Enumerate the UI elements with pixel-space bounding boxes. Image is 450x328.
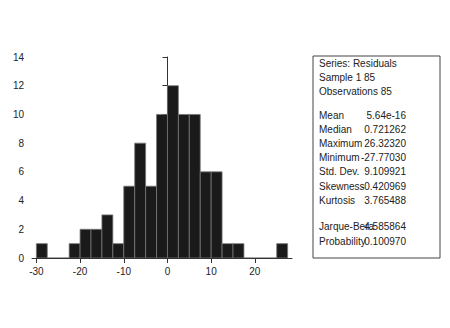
svg-text:0.721262: 0.721262 xyxy=(364,124,406,135)
svg-text:20: 20 xyxy=(249,266,261,277)
svg-text:Sample 1 85: Sample 1 85 xyxy=(319,72,376,83)
svg-text:9.109921: 9.109921 xyxy=(364,166,406,177)
svg-text:10: 10 xyxy=(13,109,25,120)
svg-text:Std. Dev.: Std. Dev. xyxy=(319,166,359,177)
svg-text:Skewness: Skewness xyxy=(319,181,365,192)
svg-text:0: 0 xyxy=(18,253,24,264)
svg-text:6: 6 xyxy=(18,166,24,177)
svg-text:26.32320: 26.32320 xyxy=(364,138,406,149)
svg-text:Jarque-Bera: Jarque-Bera xyxy=(319,220,374,232)
svg-text:Series: Residuals: Series: Residuals xyxy=(319,58,397,69)
svg-text:Probability: Probability xyxy=(319,236,366,247)
svg-text:-30: -30 xyxy=(29,266,44,277)
svg-text:Mean: Mean xyxy=(319,110,344,121)
svg-text:Minimum: Minimum xyxy=(319,152,360,163)
svg-text:4: 4 xyxy=(18,195,24,206)
svg-text:4.585864: 4.585864 xyxy=(364,221,406,232)
svg-text:-20: -20 xyxy=(73,266,88,277)
svg-text:-27.77030: -27.77030 xyxy=(361,152,406,163)
svg-text:Observations 85: Observations 85 xyxy=(319,86,392,97)
svg-text:0.100970: 0.100970 xyxy=(364,236,406,247)
svg-text:2: 2 xyxy=(18,224,24,235)
svg-text:5.64e-16: 5.64e-16 xyxy=(367,110,407,121)
svg-text:14: 14 xyxy=(13,52,25,63)
svg-text:0: 0 xyxy=(165,266,171,277)
svg-text:10: 10 xyxy=(206,266,218,277)
svg-text:Kurtosis: Kurtosis xyxy=(319,195,355,206)
svg-text:Maximum: Maximum xyxy=(319,138,362,149)
svg-text:3.765488: 3.765488 xyxy=(364,195,406,206)
svg-text:-10: -10 xyxy=(117,266,132,277)
svg-text:-0.420969: -0.420969 xyxy=(361,181,406,192)
svg-text:12: 12 xyxy=(13,80,25,91)
svg-text:Median: Median xyxy=(319,124,352,135)
svg-text:8: 8 xyxy=(18,138,24,149)
